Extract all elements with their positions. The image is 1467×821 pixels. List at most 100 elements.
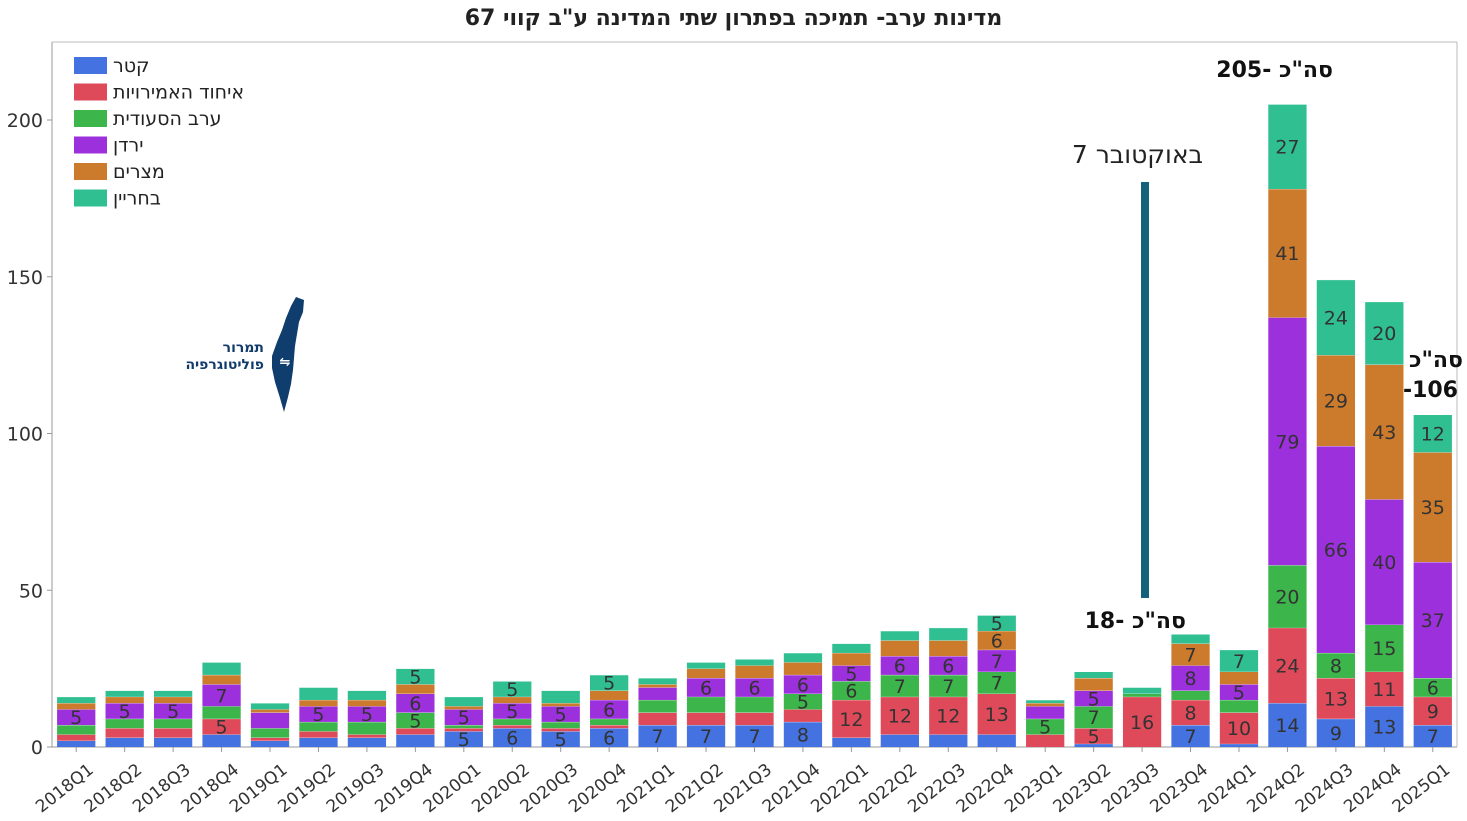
bar-segment bbox=[541, 706, 580, 722]
bar-segment bbox=[396, 668, 435, 685]
bar-segment bbox=[444, 731, 483, 747]
bar-segment bbox=[929, 696, 968, 735]
bar-segment bbox=[202, 684, 241, 707]
bar-segment bbox=[929, 674, 968, 697]
y-tick-label: 0 bbox=[31, 737, 43, 759]
data-label: 40 bbox=[1372, 552, 1396, 574]
bar-segment bbox=[1268, 703, 1307, 747]
data-label: 6 bbox=[991, 630, 1003, 652]
logo-text-line1: תמרור bbox=[223, 340, 264, 356]
bar-segment bbox=[686, 678, 726, 697]
bar-segment bbox=[735, 659, 774, 666]
bar-segment bbox=[1122, 687, 1162, 694]
bar-segment bbox=[347, 706, 387, 722]
bar-segment bbox=[977, 693, 1016, 735]
bar-segment bbox=[977, 734, 1016, 747]
bar-segment bbox=[590, 674, 629, 691]
legend: קטר איחוד האמירויות ערב הסעודית ירדן מצרים בח… bbox=[74, 55, 244, 210]
data-label: 7 bbox=[894, 676, 906, 698]
data-label: 8 bbox=[1184, 668, 1196, 690]
data-label: 14 bbox=[1275, 715, 1299, 737]
legend-label: ירדן bbox=[113, 135, 144, 157]
bar-segment bbox=[735, 696, 774, 713]
data-label: 6 bbox=[700, 677, 712, 699]
data-label: 79 bbox=[1275, 431, 1299, 453]
bar-segment bbox=[202, 734, 241, 747]
tamrur-logo: ⇋ תמרור פוליטוגרפיה bbox=[185, 297, 304, 412]
total-2025q1-annotation-line2: -106 bbox=[1403, 378, 1458, 403]
bar-segment bbox=[929, 627, 968, 641]
bar-segment bbox=[735, 712, 774, 726]
data-label: 5 bbox=[409, 710, 421, 732]
data-label: 6 bbox=[797, 674, 809, 696]
data-label: 7 bbox=[1184, 645, 1196, 667]
bar-segment bbox=[880, 640, 919, 657]
chart-title: מדינות ערב- תמיכה בפתרון שתי המדינה ע"ב … bbox=[464, 6, 1003, 31]
legend-label: איחוד האמירויות bbox=[113, 82, 244, 104]
bar-segment bbox=[57, 696, 96, 704]
bar-segment bbox=[735, 665, 774, 679]
data-label: 6 bbox=[1427, 677, 1439, 699]
data-label: 66 bbox=[1324, 539, 1348, 561]
bar-segment bbox=[444, 725, 483, 729]
bar-segment bbox=[1171, 643, 1210, 666]
data-label: 9 bbox=[1427, 701, 1439, 723]
data-label: 11 bbox=[1372, 679, 1396, 701]
bar-segment bbox=[686, 696, 726, 713]
y-tick-label: 150 bbox=[7, 267, 43, 289]
bar-segment bbox=[202, 674, 241, 685]
bar-segment bbox=[1026, 703, 1065, 707]
data-label: 5 bbox=[1088, 726, 1100, 748]
oct7-annotation: 7 באוקטובר bbox=[1072, 140, 1203, 169]
data-label: 5 bbox=[506, 679, 518, 701]
logo-text-line2: פוליטוגרפיה bbox=[185, 357, 264, 373]
bar-segment bbox=[250, 712, 290, 729]
bar-segment bbox=[783, 652, 823, 663]
data-label: 7 bbox=[216, 685, 228, 707]
bar-segment bbox=[1171, 699, 1210, 726]
bar-segment bbox=[735, 678, 774, 697]
bar-segment bbox=[105, 696, 144, 704]
data-label: 24 bbox=[1275, 655, 1299, 677]
data-label: 7 bbox=[1088, 707, 1100, 729]
bar-segment bbox=[686, 725, 726, 747]
bar-segment bbox=[638, 725, 677, 747]
bar-segment bbox=[299, 706, 338, 722]
bar-segment bbox=[1365, 671, 1404, 707]
bar-segment bbox=[1365, 706, 1404, 747]
bar-segment bbox=[1074, 671, 1113, 679]
bar-segment bbox=[977, 671, 1016, 694]
data-label: 6 bbox=[506, 728, 518, 750]
israel-map-icon bbox=[272, 297, 304, 412]
data-label: 5 bbox=[119, 701, 131, 723]
bar-segment bbox=[1074, 690, 1113, 707]
data-label: 6 bbox=[845, 681, 857, 703]
bar-segment bbox=[105, 690, 144, 697]
data-label: 9 bbox=[1330, 723, 1342, 745]
bar-segment bbox=[1316, 446, 1356, 653]
bar-segment bbox=[929, 734, 968, 747]
bar-segment bbox=[57, 740, 96, 747]
bar-segment bbox=[977, 631, 1016, 650]
bar-segment bbox=[202, 718, 241, 735]
annotations: 7 באוקטובר סה"כ -18 סה"כ -205 סה"כ -106 bbox=[1072, 58, 1463, 634]
bar-segment bbox=[250, 740, 290, 747]
data-label: 5 bbox=[1039, 717, 1051, 739]
data-label: 12 bbox=[1421, 424, 1445, 446]
total-2024q2-annotation: סה"כ -205 bbox=[1216, 58, 1333, 83]
data-label: 13 bbox=[1324, 688, 1348, 710]
data-label: 5 bbox=[361, 704, 373, 726]
bar-segment bbox=[638, 678, 677, 685]
data-label: 5 bbox=[1233, 682, 1245, 704]
bar-segment bbox=[1413, 562, 1452, 679]
data-label: 7 bbox=[942, 676, 954, 698]
bar-segment bbox=[1026, 718, 1065, 735]
legend-swatch bbox=[74, 57, 107, 74]
data-label: 24 bbox=[1324, 308, 1348, 330]
data-label: 5 bbox=[845, 663, 857, 685]
y-tick-label: 100 bbox=[7, 424, 43, 446]
data-label: 12 bbox=[888, 706, 912, 728]
bar-segment bbox=[1219, 684, 1259, 700]
bar-segment bbox=[590, 699, 629, 719]
